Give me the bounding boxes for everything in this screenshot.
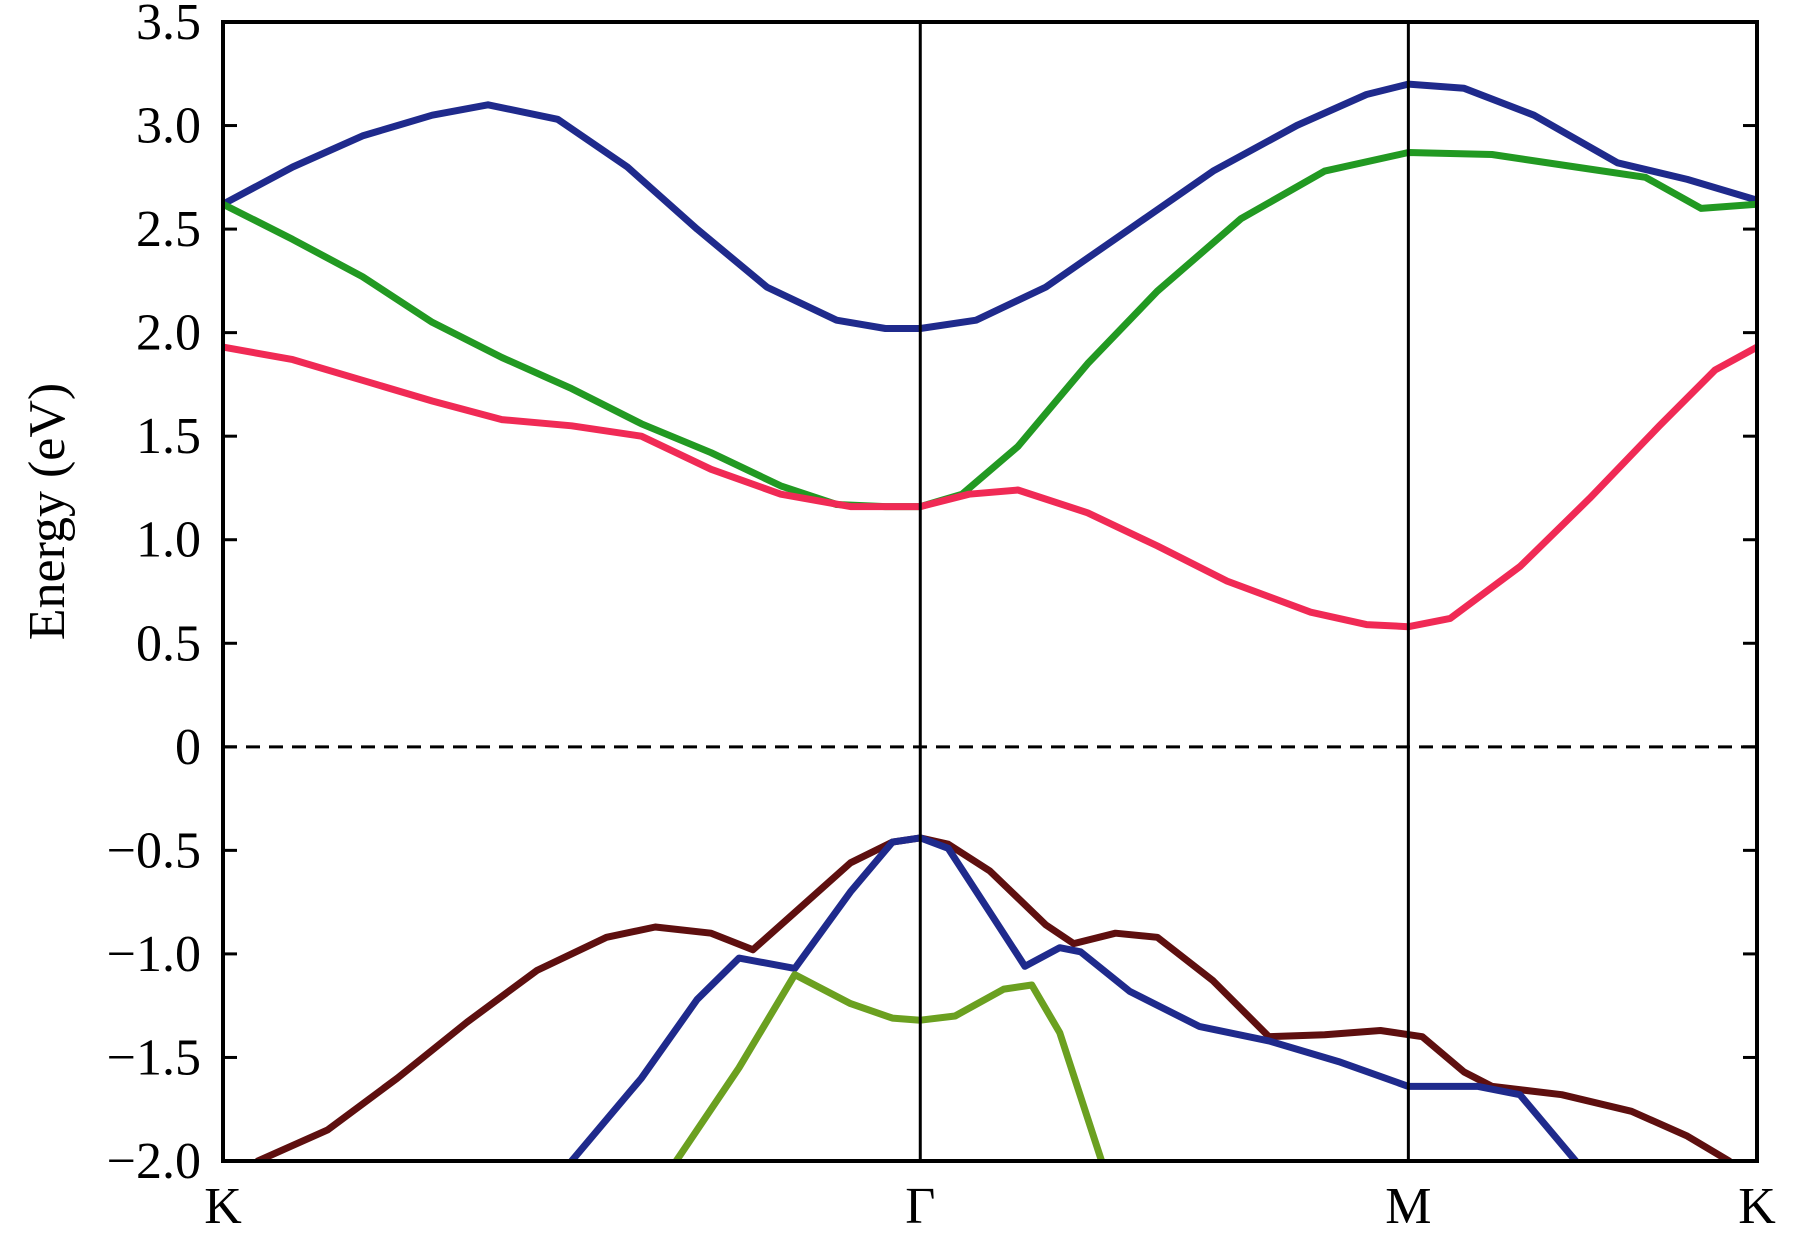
y-tick-label: 2.0 — [136, 305, 201, 362]
y-tick-label: 3.5 — [136, 0, 201, 51]
x-tick-label: K — [1738, 1178, 1776, 1235]
band-line-4 — [254, 834, 1733, 1161]
x-tick-label: M — [1385, 1178, 1431, 1235]
y-tick-label: 0.5 — [136, 615, 201, 672]
band-line-2 — [223, 149, 1757, 511]
y-tick-label: 1.0 — [136, 512, 201, 569]
y-tick-label: 1.5 — [136, 408, 201, 465]
y-tick-label: −1.5 — [107, 1029, 201, 1086]
y-ticks: 3.5 3.0 2.5 2.0 1.5 1.0 0.5 0 −0.5 −1.0 −1.5 −2.0 — [107, 0, 1757, 1190]
y-tick-label: −2.0 — [107, 1133, 201, 1190]
y-tick-label: 2.5 — [136, 201, 201, 258]
y-tick-label: −0.5 — [107, 822, 201, 879]
y-tick-label: 3.0 — [136, 98, 201, 155]
band-line-1 — [223, 80, 1757, 332]
x-tick-label: K — [204, 1178, 242, 1235]
high-symmetry-lines — [918, 22, 1410, 1161]
y-axis-title: Energy (eV) — [19, 383, 76, 641]
y-tick-label: −1.0 — [107, 926, 201, 983]
band-lines — [223, 80, 1757, 1161]
y-tick-label: 0 — [175, 719, 201, 776]
plot-frame — [221, 20, 1759, 1163]
band-line-3 — [223, 343, 1757, 631]
band-line-5 — [568, 834, 1580, 1161]
band-line-6 — [672, 971, 1106, 1161]
x-tick-label: Γ — [905, 1178, 935, 1235]
